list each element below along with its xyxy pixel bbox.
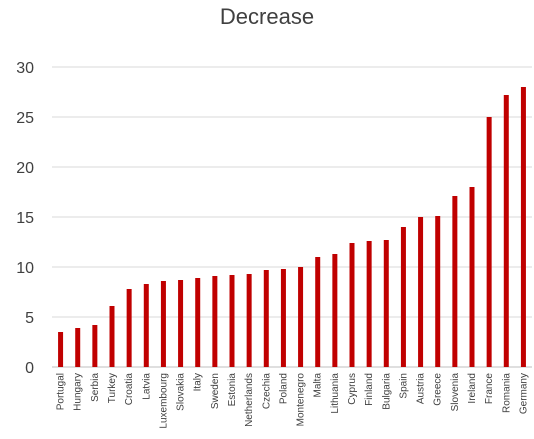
x-axis-ticks: Portugal Hungary Serbia Turkey Croatia Latvia…	[56, 373, 530, 429]
bar-bulgaria	[383, 240, 389, 367]
bar-croatia	[126, 289, 132, 367]
bar-italy	[195, 278, 201, 367]
bar-finland	[366, 241, 372, 367]
x-tick-label: Portugal	[56, 373, 67, 410]
x-tick-label: Malta	[313, 373, 324, 398]
bar-cyprus	[349, 243, 355, 367]
bar-estonia	[229, 275, 235, 367]
x-tick-label: Poland	[278, 373, 289, 404]
y-tick-label: 10	[16, 260, 34, 277]
x-tick-label: Greece	[433, 373, 444, 406]
x-tick-label: Slovenia	[450, 373, 461, 412]
x-tick-label: Spain	[398, 373, 409, 399]
y-tick-label: 20	[16, 160, 34, 177]
x-tick-label: Cyprus	[347, 373, 358, 405]
bar-latvia	[143, 284, 149, 367]
x-tick-label: Turkey	[107, 373, 118, 403]
bar-portugal	[58, 332, 64, 367]
bars	[58, 87, 526, 367]
bar-czechia	[263, 270, 269, 367]
x-tick-label: Estonia	[227, 373, 238, 407]
x-tick-label: Luxembourg	[158, 373, 169, 429]
x-tick-label: Italy	[193, 373, 204, 391]
bar-germany	[520, 87, 526, 367]
bar-hungary	[75, 328, 81, 367]
x-tick-label: Austria	[416, 373, 427, 405]
x-tick-label: Sweden	[210, 373, 221, 409]
x-tick-label: Croatia	[124, 373, 135, 406]
x-tick-label: Slovakia	[176, 373, 187, 411]
gridlines	[52, 66, 532, 368]
bar-malta	[315, 257, 321, 367]
x-tick-label: Bulgaria	[381, 373, 392, 410]
bar-france	[486, 117, 492, 367]
x-tick-label: Latvia	[141, 373, 152, 400]
x-tick-label: Ireland	[467, 373, 478, 404]
bar-montenegro	[298, 267, 304, 367]
bar-serbia	[92, 325, 98, 367]
y-tick-label: 30	[16, 60, 34, 77]
y-tick-label: 0	[25, 360, 34, 377]
x-tick-label: Lithuania	[330, 373, 341, 414]
bar-slovakia	[178, 280, 184, 367]
x-tick-label: Finland	[364, 373, 375, 406]
y-tick-label: 25	[16, 110, 34, 127]
bar-luxembourg	[160, 281, 166, 367]
bar-lithuania	[332, 254, 338, 367]
x-tick-label: Netherlands	[244, 373, 255, 427]
chart-title: Decrease	[219, 4, 315, 29]
bar-netherlands	[246, 274, 252, 367]
bar-slovenia	[452, 196, 458, 367]
bar-sweden	[212, 276, 218, 367]
bar-ireland	[469, 187, 475, 367]
x-tick-label: Hungary	[73, 373, 84, 411]
bar-austria	[418, 217, 424, 367]
bar-poland	[280, 269, 286, 367]
x-tick-label: Romania	[501, 373, 512, 413]
x-tick-label: Serbia	[90, 373, 101, 402]
y-tick-label: 5	[25, 310, 34, 327]
x-tick-label: France	[484, 373, 495, 405]
bar-turkey	[109, 306, 115, 367]
y-tick-label: 15	[16, 210, 34, 227]
x-tick-label: Montenegro	[296, 373, 307, 427]
bar-spain	[400, 227, 406, 367]
x-tick-label: Czechia	[261, 373, 272, 410]
bar-greece	[435, 216, 441, 367]
y-axis-ticks: 0 5 10 15 20 25 30	[16, 60, 34, 377]
x-tick-label: Germany	[518, 373, 529, 414]
bar-romania	[503, 95, 509, 367]
